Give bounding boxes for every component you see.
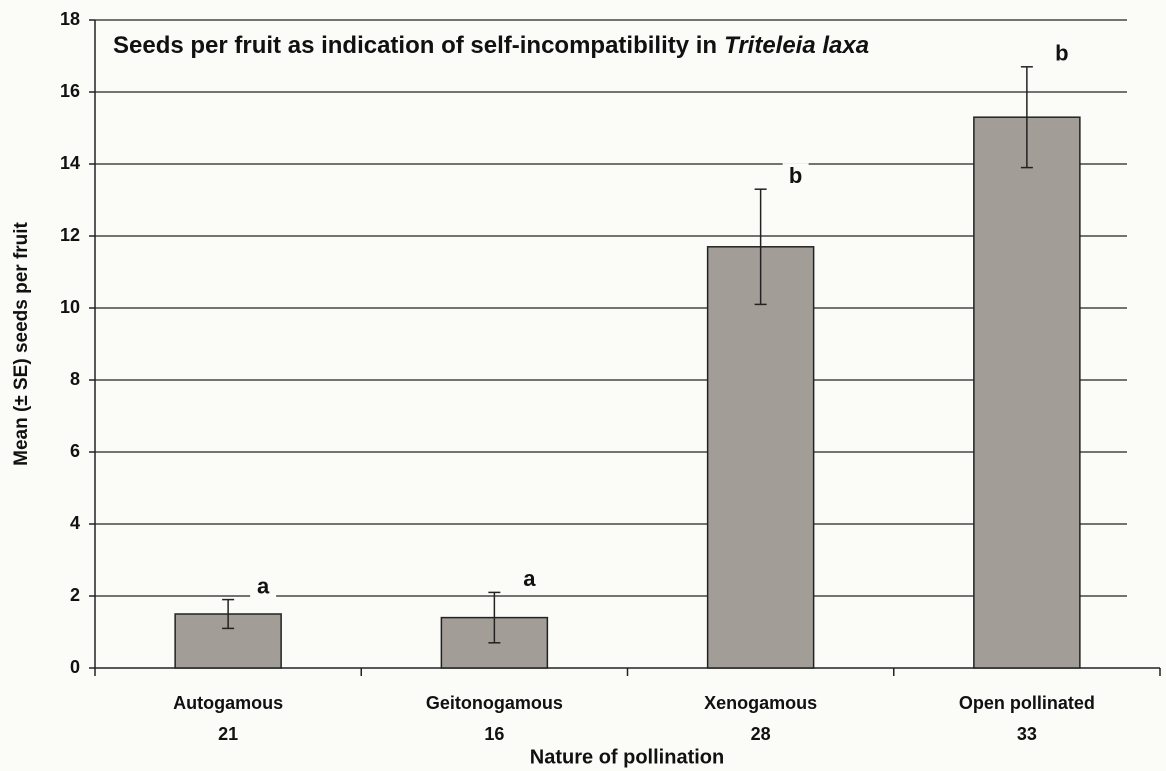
chart-title: Seeds per fruit as indication of self-in… (113, 32, 869, 59)
title-main: Seeds per fruit as indication of self-in… (113, 32, 717, 59)
bar (973, 116, 1081, 669)
x-tick-label: Open pollinated (959, 693, 1095, 713)
y-tick-label: 8 (70, 369, 80, 389)
sample-size: 21 (218, 724, 238, 744)
letter-bg (782, 163, 809, 192)
significance-letter: b (789, 163, 802, 188)
x-tick-label: Autogamous (173, 693, 283, 713)
sample-size: 28 (751, 724, 771, 744)
y-tick-label: 10 (60, 297, 80, 317)
y-tick-label: 16 (60, 81, 80, 101)
letter-bg (1048, 40, 1075, 69)
x-tick-label: Xenogamous (704, 693, 817, 713)
y-tick-label: 4 (70, 513, 80, 533)
y-tick-label: 12 (60, 225, 80, 245)
y-tick-label: 18 (60, 9, 80, 29)
letter-bg (516, 566, 543, 595)
bar (706, 246, 815, 669)
significance-letter: a (523, 566, 536, 591)
title-italic: Triteleia laxa (724, 32, 869, 59)
significance-letter: b (1055, 41, 1068, 66)
y-tick-label: 6 (70, 441, 80, 461)
y-tick-label: 2 (70, 585, 80, 605)
y-tick-label: 14 (60, 153, 80, 173)
y-axis-label: Mean (± SE) seeds per fruit (11, 221, 32, 465)
y-tick-label: 0 (70, 657, 80, 677)
sample-size: 33 (1017, 724, 1037, 744)
x-tick-label: Geitonogamous (426, 693, 563, 713)
letter-bg (250, 573, 277, 602)
significance-letter: a (257, 573, 270, 598)
x-axis-label: Nature of pollination (530, 746, 724, 768)
sample-size: 16 (484, 724, 504, 744)
